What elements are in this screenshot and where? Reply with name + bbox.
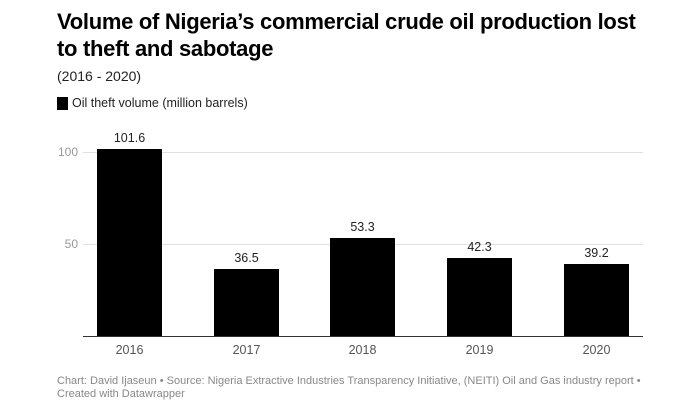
legend-swatch [57,96,68,110]
x-label: 2016 [115,343,144,357]
bar-2020 [564,264,629,336]
x-label: 2020 [582,343,611,357]
y-tick-50: 50 [64,237,78,251]
x-label: 2018 [348,343,377,357]
value-label: 53.3 [350,220,375,234]
legend: Oil theft volume (million barrels) [57,96,248,110]
chart-subtitle: (2016 - 2020) [57,68,142,84]
x-label: 2017 [232,343,261,357]
bar-2018 [330,238,395,336]
bar-2017 [214,269,279,336]
legend-label: Oil theft volume (million barrels) [72,96,248,110]
y-tick-100: 100 [57,145,78,159]
value-label: 101.6 [113,131,146,145]
chart-footer: Chart: David Ijaseun • Source: Nigeria E… [57,375,641,400]
gridline-100 [83,152,643,153]
bar-2016 [97,149,162,336]
x-label: 2019 [465,343,494,357]
value-label: 36.5 [234,251,259,265]
chart-title: Volume of Nigeria’s commercial crude oil… [57,9,636,61]
value-label: 42.3 [467,240,492,254]
x-axis-baseline [83,336,643,337]
bar-2019 [447,258,512,336]
value-label: 39.2 [584,246,609,260]
